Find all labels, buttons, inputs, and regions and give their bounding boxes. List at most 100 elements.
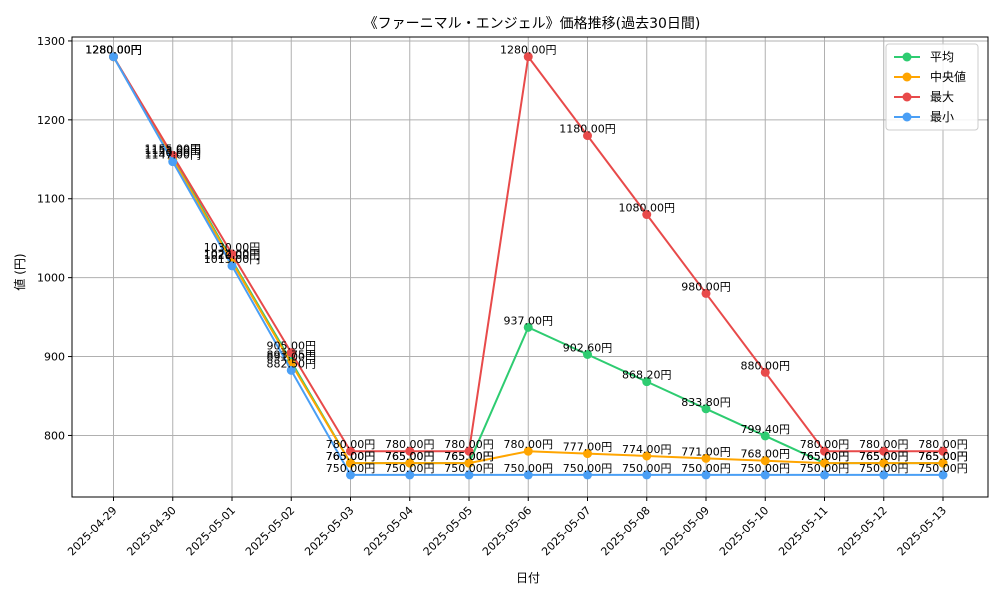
data-point — [523, 470, 533, 480]
data-point — [583, 131, 592, 141]
legend-item: 最大 — [894, 90, 954, 104]
data-label: 765.00円 — [800, 450, 850, 463]
data-point — [879, 458, 889, 468]
data-label: 765.00円 — [859, 450, 909, 463]
data-label: 774.00円 — [622, 443, 672, 456]
data-label: 882.50円 — [267, 357, 317, 370]
data-label: 768.00円 — [741, 448, 791, 461]
data-label: 1147.00円 — [145, 149, 202, 162]
legend-item: 中央値 — [894, 69, 966, 84]
data-label: 750.00円 — [444, 462, 494, 475]
data-point — [405, 458, 415, 468]
data-point — [938, 446, 948, 456]
data-label: 893.75円 — [267, 348, 317, 361]
data-label: 1280.00円 — [85, 44, 142, 57]
legend-item: 平均 — [894, 50, 954, 64]
data-point — [346, 446, 355, 456]
series-2 — [109, 52, 948, 468]
chart-title: 《ファーニマル・エンジェル》価格推移(過去30日間) — [364, 16, 701, 32]
data-label: 902.60円 — [563, 342, 613, 355]
data-label: 750.00円 — [563, 462, 613, 475]
data-label: 1030.00円 — [204, 241, 261, 254]
data-label: 905.00円 — [267, 340, 317, 353]
data-point — [820, 470, 829, 480]
data-label: 780.00円 — [859, 438, 909, 451]
data-label: 1280.00円 — [500, 44, 557, 57]
series-4 — [109, 52, 948, 480]
data-label: 780.00円 — [385, 438, 435, 451]
data-label: 1015.00円 — [204, 253, 261, 266]
data-label: 765.00円 — [800, 450, 850, 463]
data-label: 937.00円 — [504, 314, 554, 327]
legend-item: 最小 — [894, 110, 954, 124]
data-point — [227, 261, 237, 271]
data-label: 765.00円 — [859, 450, 909, 463]
data-point — [642, 377, 652, 387]
data-point — [701, 470, 711, 480]
data-point — [879, 470, 889, 480]
data-label: 771.00円 — [681, 445, 731, 458]
y-axis-label: 値 (円) — [12, 253, 27, 290]
data-point — [523, 322, 533, 332]
legend-label: 中央値 — [930, 69, 966, 84]
data-point — [464, 446, 474, 456]
data-point — [701, 404, 711, 414]
data-label: 891.00円 — [267, 351, 317, 364]
data-label: 765.00円 — [444, 450, 494, 463]
legend-marker — [902, 112, 912, 122]
data-label: 1180.00円 — [559, 123, 616, 136]
data-point — [109, 52, 118, 62]
data-label: 780.00円 — [800, 438, 850, 451]
data-label: 868.20円 — [622, 369, 672, 382]
data-point — [642, 451, 652, 461]
data-point — [938, 470, 948, 480]
data-label: 1155.00円 — [145, 142, 202, 155]
data-label: 1153.00円 — [145, 144, 202, 157]
data-label: 765.00円 — [444, 450, 494, 463]
data-label: 880.00円 — [741, 359, 791, 372]
data-point — [286, 365, 296, 375]
data-point — [346, 458, 355, 468]
data-label: 780.00円 — [918, 438, 968, 451]
y-tick-label: 1100 — [37, 193, 65, 206]
data-point — [583, 470, 592, 480]
data-label: 750.00円 — [800, 462, 850, 475]
data-labels-layer: 1280.00円 1153.00円 1022.00円 893.75円 765.00円 76… — [85, 44, 968, 475]
data-label: 750.00円 — [326, 462, 376, 475]
data-label: 799.40円 — [741, 423, 791, 436]
data-label: 750.00円 — [918, 462, 968, 475]
data-point — [760, 367, 770, 377]
data-label: 1080.00円 — [619, 202, 676, 215]
data-label: 750.00円 — [741, 462, 791, 475]
data-point — [879, 446, 889, 456]
data-label: 765.00円 — [385, 450, 435, 463]
data-point — [523, 52, 533, 62]
data-label: 765.00円 — [326, 450, 376, 463]
data-point — [346, 470, 355, 480]
data-point — [760, 456, 770, 466]
legend-box — [885, 43, 979, 131]
y-tick-label: 800 — [44, 429, 65, 442]
data-label: 765.00円 — [918, 450, 968, 463]
y-axis-ticks: 800 900 1000 1100 1200 1300 — [37, 35, 72, 442]
data-point — [464, 470, 474, 480]
data-point — [642, 210, 652, 220]
data-point — [583, 350, 592, 360]
data-label: 750.00円 — [681, 462, 731, 475]
y-tick-label: 900 — [44, 351, 65, 364]
data-label: 1280.00円 — [85, 44, 142, 57]
legend-marker — [902, 92, 912, 102]
data-point — [583, 449, 592, 459]
legend-label: 最大 — [930, 90, 954, 104]
data-label: 765.00円 — [385, 450, 435, 463]
data-point — [405, 470, 415, 480]
x-axis-label: 日付 — [516, 571, 540, 585]
data-label: 780.00円 — [504, 438, 554, 451]
data-point — [701, 453, 711, 463]
y-tick-label: 1000 — [37, 272, 65, 285]
data-label: 980.00円 — [681, 280, 731, 293]
data-point — [464, 458, 474, 468]
data-point — [760, 470, 770, 480]
